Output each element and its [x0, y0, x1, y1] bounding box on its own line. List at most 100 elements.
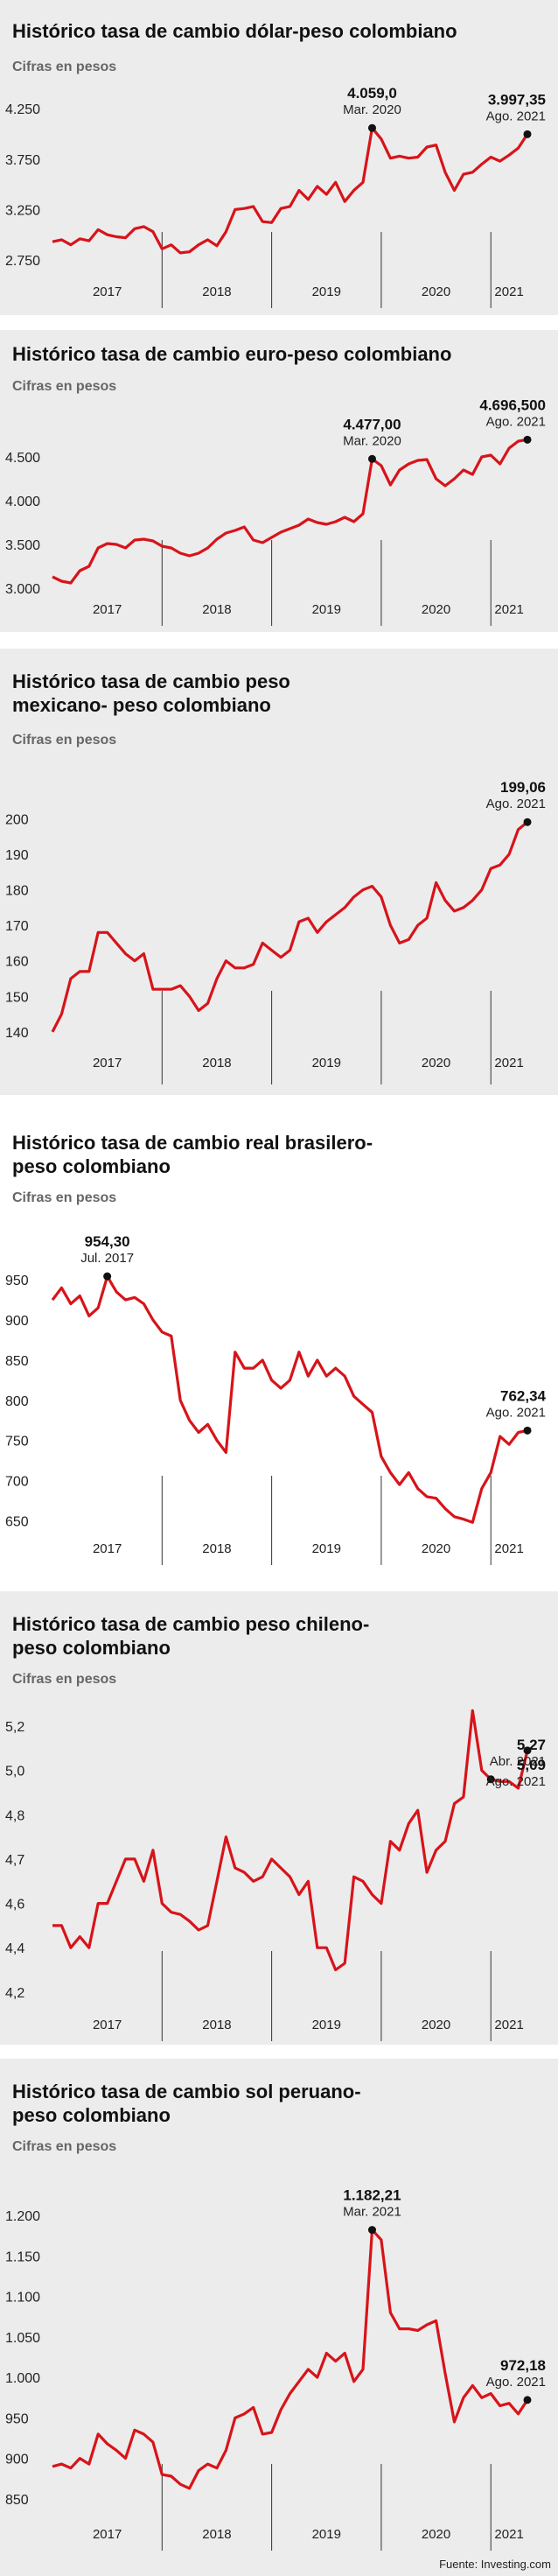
- annotation-value: 4.477,00: [343, 416, 401, 432]
- y-tick-label: 2.750: [5, 254, 40, 269]
- chart-panel-usd: Histórico tasa de cambio dólar-peso colo…: [0, 0, 558, 315]
- x-tick-label: 2019: [312, 602, 341, 617]
- y-tick-label: 180: [5, 884, 29, 899]
- chart-title: Histórico tasa de cambio real brasilero-…: [12, 1132, 373, 1177]
- x-tick-label: 2018: [202, 2018, 231, 2032]
- x-tick-label: 2021: [494, 2527, 523, 2542]
- x-tick-label: 2021: [494, 1541, 523, 1556]
- y-tick-label: 5,2: [5, 1720, 24, 1735]
- annotation-dot: [523, 818, 532, 826]
- x-tick-label: 2019: [312, 2527, 341, 2542]
- series-line: [52, 1709, 529, 1972]
- chart-panel-pen: Histórico tasa de cambio sol peruano- pe…: [0, 2059, 558, 2576]
- x-tick-label: 2017: [93, 602, 122, 617]
- y-tick-label: 160: [5, 955, 29, 970]
- chart-title: Histórico tasa de cambio peso chileno- p…: [12, 1613, 370, 1659]
- y-tick-label: 1.050: [5, 2331, 40, 2346]
- line-chart-clp: 5,2 5,0 4,8 4,7 4,6 4,4 4,2 2017 2018 2019 2020 202…: [5, 1709, 546, 2041]
- annotation-value: 199,06: [500, 779, 546, 796]
- y-tick-label: 1.100: [5, 2291, 40, 2306]
- y-tick-label: 4,7: [5, 1853, 24, 1868]
- annotation-date: Ago. 2021: [486, 797, 546, 811]
- line-chart-mxn: 200 190 180 170 160 150 140 2017 2018 2019 2020 202…: [5, 779, 546, 1084]
- annotation-date: Jul. 2017: [80, 1251, 134, 1266]
- annotation-value: 972,18: [500, 2357, 546, 2374]
- x-tick-label: 2018: [202, 602, 231, 617]
- x-tick-label: 2021: [494, 602, 523, 617]
- x-tick-label: 2018: [202, 1056, 231, 1070]
- chart-subtitle: Cifras en pesos: [12, 1190, 117, 1205]
- annotation-value: 762,34: [500, 1387, 547, 1404]
- annotation-dot: [103, 1272, 112, 1281]
- x-tick-label: 2018: [202, 1541, 231, 1556]
- annotation-value: 5,09: [517, 1757, 546, 1773]
- y-tick-label: 1.000: [5, 2371, 40, 2386]
- y-tick-label: 850: [5, 1354, 29, 1369]
- x-tick-label: 2019: [312, 2018, 341, 2032]
- y-tick-label: 1.150: [5, 2250, 40, 2264]
- x-tick-label: 2020: [422, 602, 450, 617]
- annotation-value: 4.059,0: [347, 85, 397, 102]
- annotation-value: 1.182,21: [343, 2187, 401, 2204]
- y-tick-label: 190: [5, 848, 29, 863]
- chart-panel-clp: Histórico tasa de cambio peso chileno- p…: [0, 1591, 558, 2045]
- x-tick-label: 2019: [312, 284, 341, 299]
- series-line: [52, 2228, 529, 2490]
- y-tick-label: 4.000: [5, 495, 40, 509]
- annotation-dot: [367, 123, 376, 132]
- annotation-dot: [523, 1426, 532, 1435]
- chart-title: Histórico tasa de cambio euro-peso colom…: [12, 343, 452, 365]
- y-tick-label: 700: [5, 1475, 29, 1490]
- y-tick-label: 3.250: [5, 203, 40, 218]
- x-tick-label: 2019: [312, 1056, 341, 1070]
- x-tick-label: 2020: [422, 284, 450, 299]
- chart-subtitle: Cifras en pesos: [12, 2139, 117, 2154]
- x-tick-label: 2021: [494, 2018, 523, 2032]
- chart-subtitle: Cifras en pesos: [12, 1672, 117, 1687]
- annotation-date: Ago. 2021: [486, 1774, 546, 1789]
- y-tick-label: 3.750: [5, 153, 40, 168]
- y-tick-label: 4.250: [5, 102, 40, 117]
- annotation-dot: [523, 130, 532, 138]
- annotation-date: Abr. 2021: [490, 1754, 546, 1769]
- chart-panel-eur: Histórico tasa de cambio euro-peso colom…: [0, 330, 558, 632]
- y-tick-label: 200: [5, 812, 29, 827]
- series-line: [51, 820, 529, 1033]
- y-tick-label: 3.000: [5, 582, 40, 597]
- y-tick-label: 750: [5, 1435, 29, 1449]
- x-tick-label: 2019: [312, 1541, 341, 1556]
- y-tick-label: 150: [5, 990, 29, 1005]
- y-tick-label: 140: [5, 1026, 29, 1041]
- y-tick-label: 950: [5, 1274, 29, 1288]
- x-tick-label: 2018: [202, 284, 231, 299]
- series-line: [52, 126, 529, 255]
- y-tick-label: 3.500: [5, 538, 40, 553]
- annotation-date: Ago. 2021: [486, 1405, 546, 1420]
- chart-title: Histórico tasa de cambio sol peruano- pe…: [12, 2081, 361, 2126]
- chart-title: Histórico tasa de cambio peso mexicano- …: [12, 670, 290, 716]
- series-line: [52, 438, 528, 585]
- x-tick-label: 2017: [93, 1541, 122, 1556]
- annotation-date: Mar. 2020: [343, 102, 401, 117]
- chart-subtitle: Cifras en pesos: [12, 379, 117, 394]
- annotation-date: Ago. 2021: [486, 109, 546, 123]
- x-tick-label: 2020: [422, 2527, 450, 2542]
- series-line: [51, 1274, 528, 1524]
- x-tick-label: 2020: [422, 1056, 450, 1070]
- annotation-date: Mar. 2021: [343, 2205, 401, 2220]
- y-tick-label: 4,6: [5, 1898, 24, 1913]
- y-tick-label: 1.200: [5, 2209, 40, 2224]
- y-tick-label: 900: [5, 2453, 29, 2467]
- annotation-dot: [486, 1775, 495, 1784]
- x-tick-label: 2017: [93, 1056, 122, 1070]
- annotation-dot: [523, 1746, 532, 1755]
- annotation-value: 4.696,500: [479, 400, 546, 413]
- y-tick-label: 950: [5, 2411, 29, 2426]
- line-chart-brl: 950 900 850 800 750 700 650 2017 2018 2019 2020 202…: [5, 1233, 547, 1565]
- annotation-date: Mar. 2020: [343, 433, 401, 448]
- annotation-dot: [523, 2396, 532, 2404]
- annotation-value: 954,30: [85, 1233, 130, 1250]
- line-chart-pen: 1.200 1.150 1.100 1.050 1.000 950 900 850 2017 20…: [5, 2187, 546, 2551]
- chart-title: Histórico tasa de cambio dólar-peso colo…: [12, 20, 457, 42]
- annotation-date: Ago. 2021: [486, 2375, 546, 2390]
